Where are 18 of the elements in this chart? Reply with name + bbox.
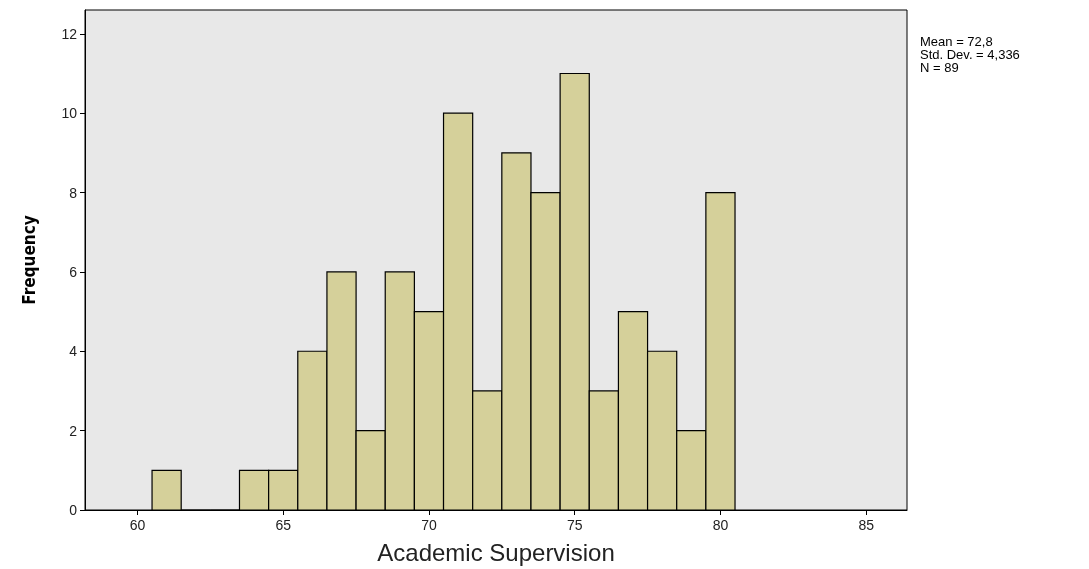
x-axis-title: Academic Supervision [377,538,615,566]
x-tick-label: 80 [712,517,729,533]
y-tick-label: 8 [69,184,78,201]
text: N = 89 [920,60,959,75]
y-tick-label: 0 [69,502,78,518]
y-tick-label: 6 [69,263,78,280]
x-tick-label: 75 [566,517,583,533]
y-tick-label: 2 [69,422,78,439]
text: Std. Dev. = 4,336 [920,47,1020,62]
y-tick-label: 10 [61,105,78,122]
x-tick-label: 60 [129,517,146,533]
text: Mean = 72,8 [920,34,993,49]
y-tick-label: 12 [61,25,78,42]
y-axis-title: Frequency [18,215,39,305]
y-tick-label: 4 [69,343,78,360]
x-tick-label: 70 [421,517,437,533]
x-tick-label: 85 [858,517,875,533]
x-tick-label: 65 [275,517,292,533]
